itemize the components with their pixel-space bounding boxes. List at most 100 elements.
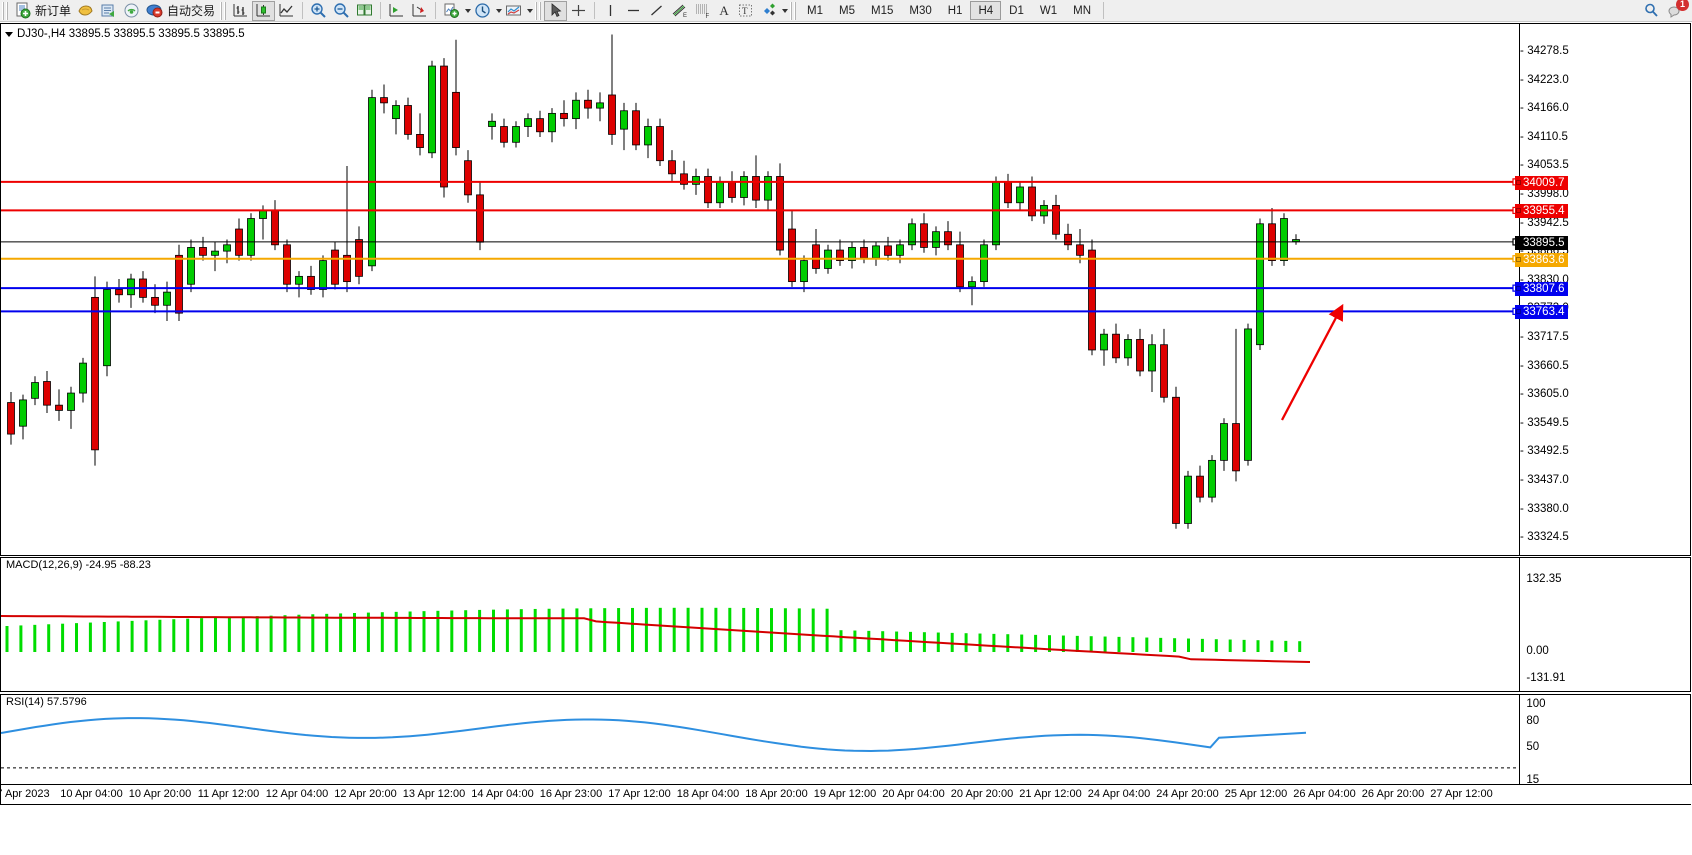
periods-dropdown-caret[interactable] [496,8,503,13]
timeframe-m15[interactable]: M15 [871,4,894,17]
auto-trading-icon[interactable] [143,1,166,21]
time-tick: 26 Apr 04:00 [1293,788,1356,800]
rsi-pane[interactable]: RSI(14) 57.5796 100 80 50 15 7 Apr 2023 1… [0,694,1692,805]
macd-pane[interactable]: MACD(12,26,9) -24.95 -88.23 132.35 0.00 … [0,557,1691,692]
toolbar-separator-3 [435,2,437,19]
signals-icon[interactable] [120,1,143,21]
rsi-tick: 50 [1520,741,1540,753]
time-tick: 20 Apr 04:00 [882,788,945,800]
time-tick: 24 Apr 20:00 [1156,788,1219,800]
equidistant-channel-icon[interactable]: E [668,1,691,21]
cursor-icon[interactable] [544,0,568,21]
time-tick: 11 Apr 12:00 [197,788,260,800]
text-label-icon[interactable]: T [734,1,757,21]
crosshair-icon[interactable] [567,1,590,21]
time-tick: 17 Apr 12:00 [608,788,671,800]
time-tick: 12 Apr 20:00 [334,788,397,800]
line-chart-icon[interactable] [275,1,298,21]
new-order-icon[interactable] [11,1,34,21]
symbol-header[interactable]: DJ30-,H4 33895.5 33895.5 33895.5 33895.5 [5,28,245,40]
text-icon[interactable]: A [719,2,729,18]
timeframe-d1[interactable]: D1 [1009,4,1024,17]
new-order-label[interactable]: 新订单 [35,3,72,18]
notifications-icon[interactable]: 1 [1663,0,1689,21]
support-level-2[interactable]: 33763.4 [1515,305,1568,320]
horizontal-line-icon[interactable] [622,1,645,21]
indicators-dropdown-caret[interactable] [465,8,472,13]
timeframe-m30[interactable]: M30 [909,4,932,17]
macd-axis[interactable]: 132.35 0.00 -131.91 [1519,558,1690,691]
toolbar-separator-5 [1103,2,1104,19]
expert-advisors-icon[interactable] [74,1,97,21]
macd-label: MACD(12,26,9) -24.95 -88.23 [4,559,153,571]
bar-chart-icon[interactable] [229,1,252,21]
toolbar-grip-3[interactable] [535,1,543,20]
templates-dropdown-caret[interactable] [527,8,534,13]
support-level-1[interactable]: 33807.6 [1515,282,1568,297]
chart-shift-icon[interactable] [385,1,408,21]
periods-icon[interactable] [471,1,494,21]
price-tick: - 33886.5 [1520,245,1569,258]
price-tick: - 33380.0 [1520,502,1569,515]
price-tick: - 33437.0 [1520,474,1569,486]
timeframe-m1[interactable]: M1 [807,4,824,17]
timeframe-w1[interactable]: W1 [1039,4,1058,17]
time-tick: 13 Apr 12:00 [402,788,466,800]
time-tick: 10 Apr 20:00 [128,788,192,800]
trendline-icon[interactable] [645,1,668,21]
timeframe-m5[interactable]: M5 [839,4,855,17]
search-icon[interactable] [1640,1,1663,21]
zoom-in-icon[interactable] [307,1,330,21]
price-axis[interactable]: - 34278.5 - 34223.0 - 34166.0 - 34110.5 - 34… [1515,24,1690,555]
toolbar-grip-4[interactable] [790,1,798,20]
price-tick: - 34110.5 [1520,130,1568,143]
time-tick: 12 Apr 04:00 [265,788,329,800]
price-tick: - 34053.5 [1520,159,1569,172]
rsi-tick: 100 [1520,698,1546,710]
time-tick: 18 Apr 20:00 [745,788,808,800]
price-tick: - 33830.0 [1520,273,1569,286]
fibonacci-icon[interactable]: F [691,1,714,21]
timeframe-mn[interactable]: MN [1073,4,1091,17]
time-tick: 18 Apr 04:00 [676,788,740,800]
templates-icon[interactable] [502,1,525,21]
toolbar-grip-2[interactable] [220,1,228,20]
toolbar-grip[interactable] [2,1,9,20]
objects-dropdown-caret[interactable] [782,8,789,13]
tile-windows-icon[interactable] [353,1,376,21]
candlestick-plot [1,34,1520,529]
toolbar-separator-1 [302,2,304,19]
price-tick: - 33492.5 [1520,445,1569,458]
current-price[interactable]: 33895.5 [1515,235,1568,250]
chart-menu-caret-icon[interactable] [5,31,13,37]
pivot-level[interactable]: 33863.6 [1515,252,1568,267]
price-tick: - 33324.5 [1520,531,1569,544]
toolbar-separator-2 [380,2,382,19]
timeframe-h1[interactable]: H1 [947,4,963,17]
auto-trading-label[interactable]: 自动交易 [167,3,216,18]
macd-tick: 132.35 [1520,573,1562,585]
svg-text:E: E [683,13,687,19]
main-toolbar: 新订单 自动交易 [0,0,1692,22]
resistance-level-1[interactable]: 34009.7 [1515,175,1568,190]
resistance-level-2[interactable]: 33955.4 [1515,204,1568,219]
candlestick-chart-icon[interactable] [252,0,276,21]
time-tick: 24 Apr 04:00 [1087,788,1151,800]
zoom-out-icon[interactable] [330,1,353,21]
time-axis[interactable]: 7 Apr 2023 10 Apr 04:00 10 Apr 20:00 11 Apr… [0,784,1692,804]
vertical-line-icon[interactable] [599,1,622,21]
time-tick: 25 Apr 12:00 [1224,788,1288,800]
price-pane[interactable]: DJ30-,H4 33895.5 33895.5 33895.5 33895.5… [0,23,1691,556]
macd-tick: 0.00 [1520,645,1549,657]
price-tick: - 34223.0 [1520,73,1569,86]
auto-scroll-icon[interactable] [408,1,431,21]
objects-icon[interactable] [757,1,780,21]
timeframe-h4[interactable]: H4 [970,1,1002,20]
price-tick: - 33717.5 [1520,331,1569,343]
data-window-icon[interactable] [97,1,120,21]
price-tick: - 34278.5 [1520,45,1569,57]
macd-tick: -131.91 [1520,672,1566,684]
svg-text:T: T [742,6,748,16]
indicators-icon[interactable] [440,1,463,21]
rsi-tick: 15 [1520,774,1540,786]
